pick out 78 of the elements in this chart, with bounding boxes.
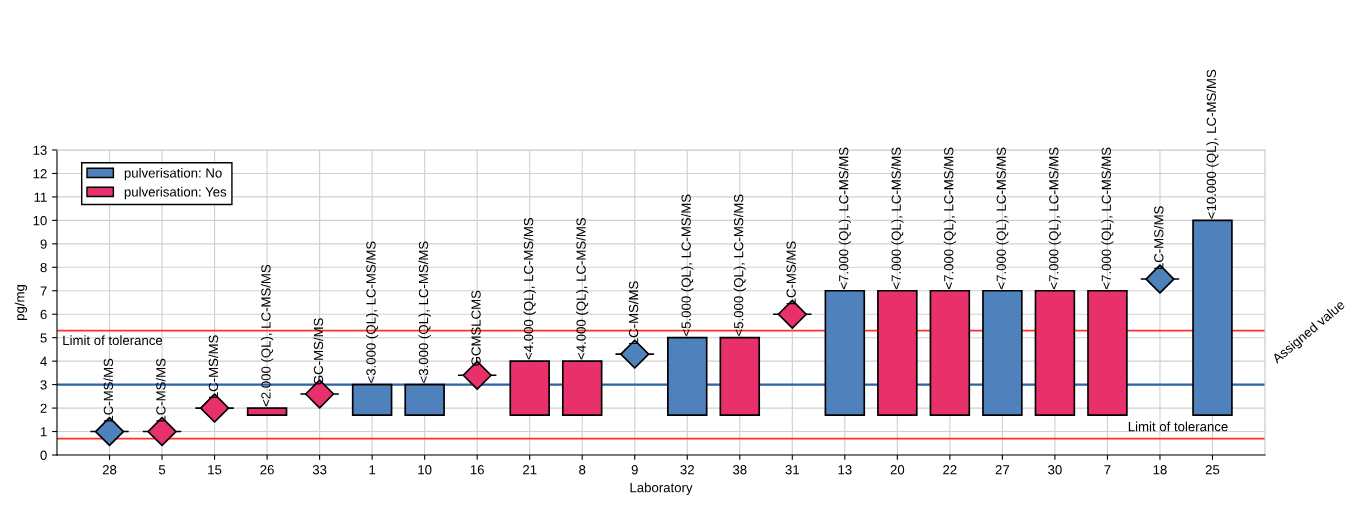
y-axis-title: pg/mg — [14, 285, 28, 320]
y-tick-label: 13 — [33, 145, 47, 155]
data-label: <7.000 (QL), LC-MS/MS — [996, 147, 1009, 289]
x-tick-label: 25 — [1205, 465, 1220, 475]
y-tick-label: 7 — [40, 286, 47, 296]
y-tick-label: 10 — [33, 215, 47, 226]
x-tick-label: 18 — [1153, 465, 1167, 475]
bar — [1192, 219, 1233, 416]
x-tick-label: 5 — [158, 465, 166, 475]
x-tick-label: 38 — [732, 465, 747, 475]
x-tick-label: 32 — [680, 465, 694, 475]
data-label: <7.000 (QL), LC-MS/MS — [1101, 147, 1114, 289]
x-tick-label: 1 — [369, 465, 376, 475]
data-label: <3.000 (QL), LC-MS/MS — [365, 241, 379, 383]
y-tick-label: 6 — [40, 309, 47, 320]
x-axis-title: Laboratory — [630, 482, 693, 495]
y-tick-label: 4 — [40, 356, 47, 366]
data-label: LC-MS/MS — [786, 241, 796, 305]
x-tick-label: 13 — [838, 465, 852, 475]
ref-line-label: Limit of tolerance — [1128, 421, 1228, 432]
x-tick-label: 27 — [995, 465, 1010, 475]
x-tick-label: 15 — [208, 465, 222, 475]
data-label: <4.000 (QL), LC-MS/MS — [576, 217, 589, 360]
y-tick-label: 0 — [40, 450, 47, 460]
bar — [719, 336, 761, 416]
bar — [1034, 289, 1076, 416]
bar — [982, 289, 1023, 416]
y-tick-label: 2 — [40, 403, 47, 413]
legend-label: pulverisation: Yes — [124, 186, 227, 200]
y-tick-label: 1 — [40, 427, 47, 437]
y-tick-label: 9 — [40, 239, 47, 249]
data-label: <5.000 (QL), LC-MS/MS — [681, 194, 694, 336]
x-tick-label: 26 — [260, 465, 274, 475]
bar — [824, 289, 866, 416]
data-label: <3.000 (QL), LC-MS/MS — [418, 241, 431, 383]
y-tick-label: 8 — [40, 262, 47, 273]
y-tick-label: 12 — [33, 169, 47, 179]
x-tick-label: 28 — [102, 465, 117, 475]
y-tick-label: 3 — [40, 380, 47, 390]
bar — [509, 360, 550, 416]
data-label: LC-MS/MS — [1153, 206, 1164, 270]
data-label: <7.000 (QL), LC-MS/MS — [1048, 147, 1062, 289]
data-label: LC-MS/MS — [208, 335, 219, 399]
x-tick-label: 16 — [470, 465, 484, 475]
bar — [404, 383, 445, 416]
x-tick-label: 21 — [523, 465, 537, 475]
data-label: <7.000 (QL), LC-MS/MS — [943, 147, 957, 289]
legend-label: pulverisation: No — [124, 167, 222, 181]
bar — [929, 289, 971, 416]
data-label: <7.000 (QL), LC-MS/MS — [838, 147, 851, 289]
data-label: LC-MS/MS — [155, 358, 166, 422]
data-label: <10.000 (QL), LC-MS/MS — [1206, 69, 1219, 219]
y-tick-label: 11 — [34, 192, 47, 202]
bar — [877, 289, 918, 416]
x-tick-label: 9 — [631, 465, 638, 475]
data-label: LC-MS/MS — [628, 281, 639, 345]
x-tick-label: 7 — [1104, 465, 1111, 475]
x-tick-label: 20 — [890, 465, 905, 475]
data-label: LC-MS/MS — [103, 358, 114, 422]
ref-line-label: Limit of tolerance — [63, 335, 163, 346]
x-tick-label: 10 — [418, 465, 432, 475]
bar — [1087, 289, 1128, 416]
bar — [351, 383, 393, 416]
x-tick-label: 22 — [943, 465, 957, 475]
y-tick-label: 5 — [40, 333, 47, 343]
x-tick-label: 31 — [785, 465, 799, 475]
x-tick-label: 30 — [1048, 465, 1062, 475]
x-tick-label: 33 — [312, 465, 327, 475]
bar — [666, 336, 708, 416]
data-label: <5.000 (QL), LC-MS/MS — [733, 194, 746, 336]
x-tick-label: 8 — [579, 465, 586, 475]
bar — [561, 360, 603, 416]
bar — [246, 407, 288, 416]
data-label: GCMSLCMS — [471, 290, 481, 366]
data-label: GC-MS/MS — [313, 318, 324, 385]
data-label: <2.000 (QL), LC-MS/MS — [260, 264, 274, 407]
data-label: <4.000 (QL), LC-MS/MS — [523, 217, 536, 360]
data-label: <7.000 (QL), LC-MS/MS — [891, 147, 904, 289]
